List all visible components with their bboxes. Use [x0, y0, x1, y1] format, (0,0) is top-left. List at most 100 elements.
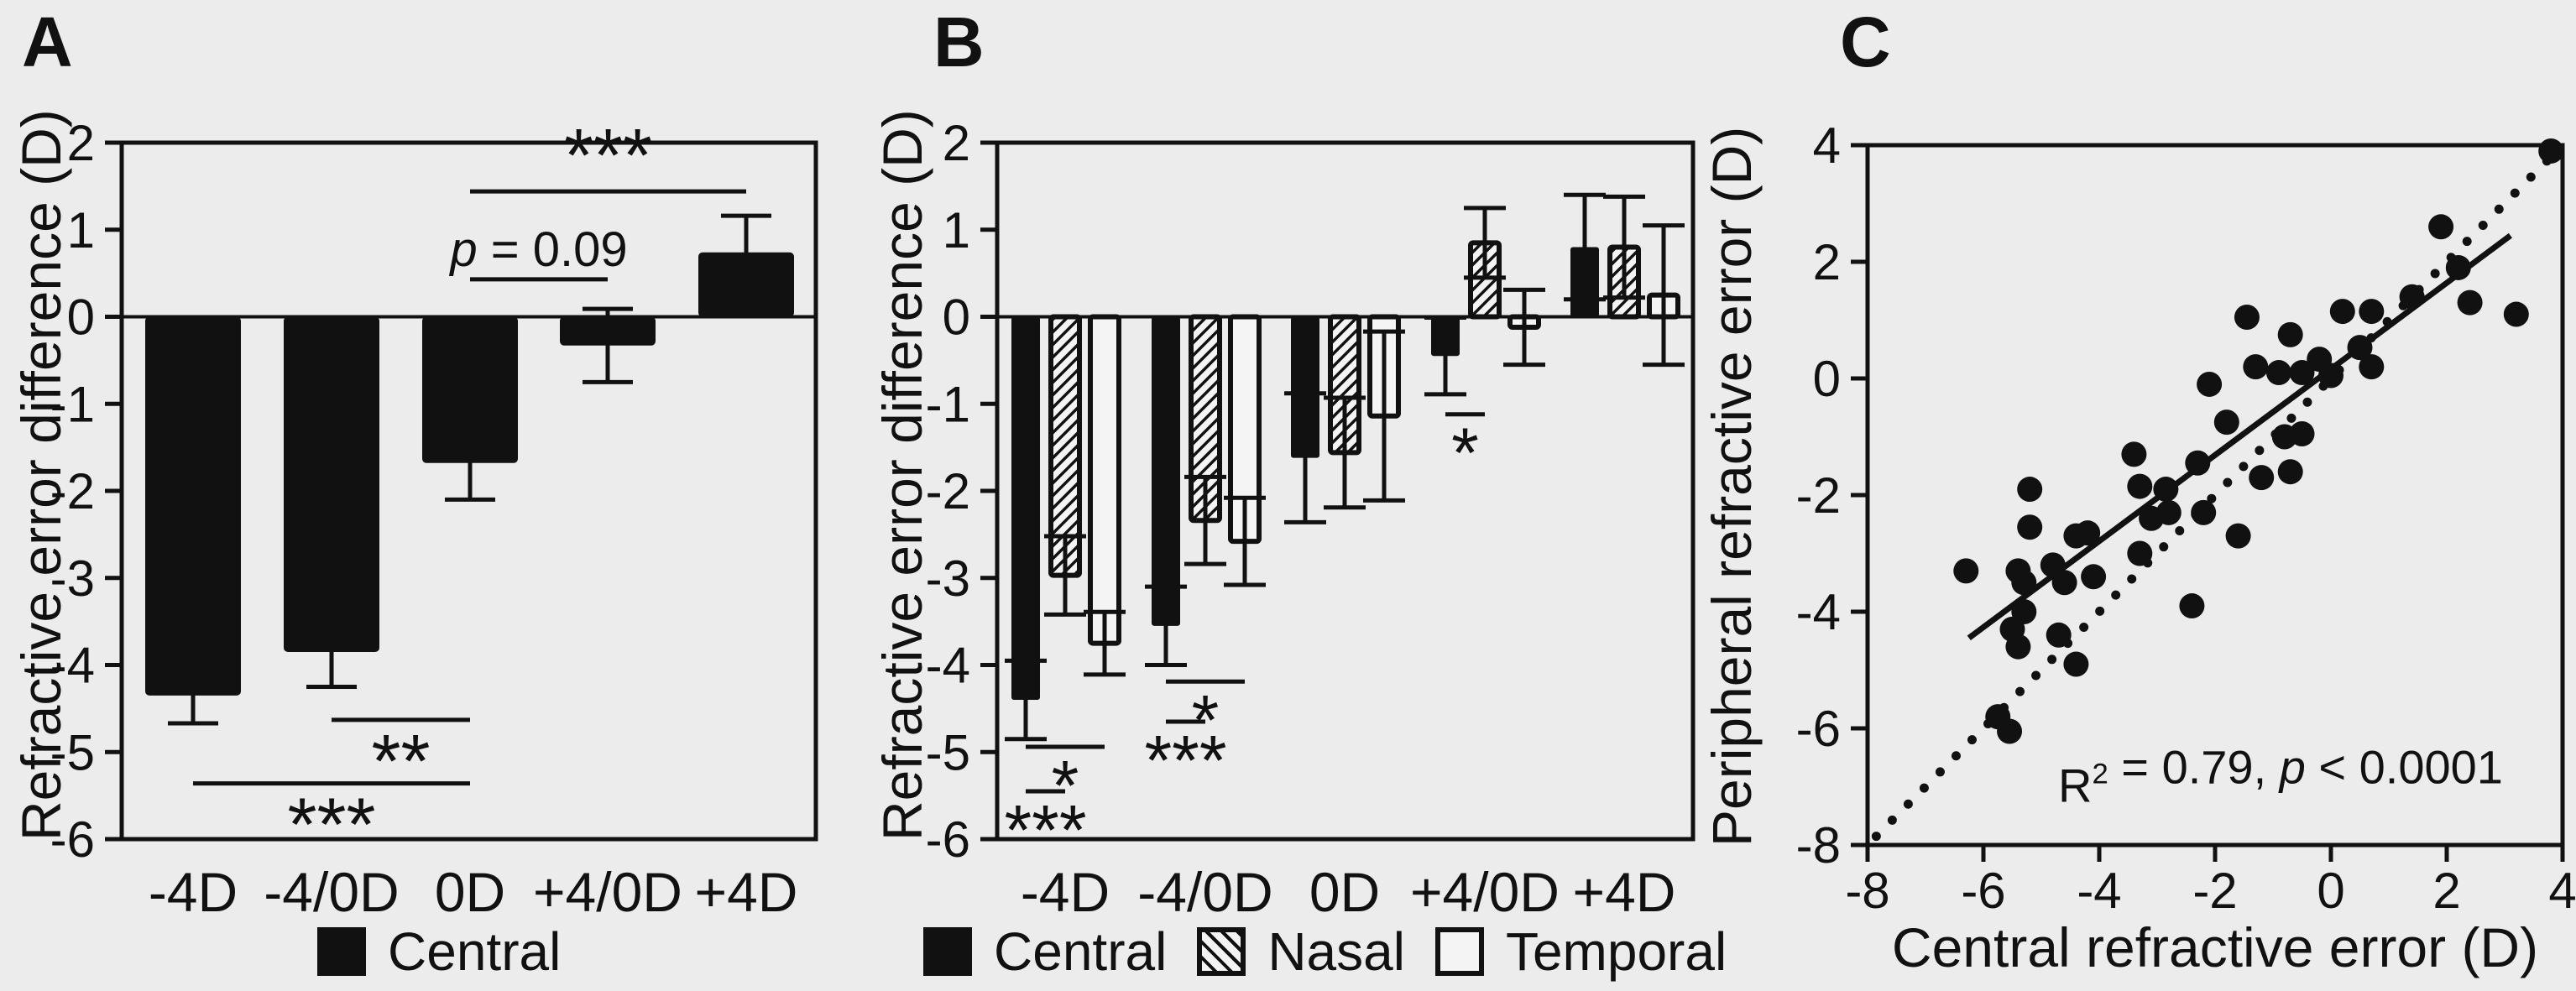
legend-swatch-nasal [1197, 927, 1246, 976]
legend-label-central: Central [994, 921, 1168, 982]
panel-a-y-tick-label: 0 [67, 289, 95, 346]
panel-c-x-tick-label: -2 [2192, 863, 2237, 919]
panel-c-data-point [2081, 564, 2107, 590]
panel-c-data-point [2185, 450, 2211, 476]
panel-c-data-point [1997, 718, 2023, 744]
panel-c-data-point [2005, 634, 2031, 660]
panel-a-y-tick-label: -6 [50, 811, 95, 868]
panel-c-data-point [2399, 284, 2425, 310]
panel-c-data-point [2277, 459, 2303, 485]
panel-c-y-tick-label: 4 [1813, 117, 1841, 174]
panel-a-y-axis-title: Refractive error difference (D) [10, 109, 72, 841]
panel-b-sig-3-label: *** [1144, 721, 1226, 800]
panel-b-y-tick-label: -1 [926, 376, 970, 432]
bar-Central--4/0D [1152, 316, 1180, 626]
panel-a-x-category-label: +4/0D [533, 861, 682, 923]
panel-a-y-tick-label: -3 [50, 550, 95, 607]
panel-c-y-tick-label: -4 [1796, 584, 1841, 640]
panel-b-letter: B [933, 3, 985, 81]
panel-c-data-point [2017, 514, 2043, 540]
panel-a-y-tick-label: -2 [50, 463, 95, 519]
legend-label-central: Central [388, 921, 562, 982]
panel-a-y-tick-label: -4 [50, 638, 95, 694]
panel-c-x-tick-label: 2 [2432, 863, 2460, 919]
panel-c-data-point [2191, 499, 2217, 525]
panel-a-sig-0-label: *** [564, 114, 652, 198]
panel-a-sig-3-label: *** [287, 784, 375, 868]
legend-label-temporal: Temporal [1505, 921, 1727, 982]
panel-a-sig-1-label: p = 0.09 [448, 222, 627, 277]
panel-b-x-category-label: 0D [1309, 861, 1380, 923]
panel-a-letter: A [22, 3, 73, 81]
panel-b-y-tick-label: -4 [926, 638, 970, 694]
panel-c-identity-line [1871, 143, 2565, 842]
panel-c-data-point [2046, 622, 2072, 648]
panel-c-regression-line [1967, 232, 2512, 641]
panel-a-y-tick-label: -1 [50, 376, 95, 432]
panel-b-y-tick-label: 1 [943, 202, 970, 258]
panel-c-data-point [2051, 570, 2077, 596]
panel-c-data-point [2359, 354, 2385, 380]
panel-c-data-point [2503, 301, 2529, 327]
panel-a-y-tick-label: -5 [50, 724, 95, 780]
panel-c-data-point [1953, 558, 1979, 584]
panel-c-data-point [2225, 523, 2251, 549]
panel-a-sig-2-label: ** [371, 720, 430, 804]
panel-c-data-point [2359, 299, 2385, 325]
panel-b-y-tick-label: -2 [926, 463, 970, 519]
panel-c-data-point [2249, 465, 2275, 491]
panel-c-x-axis-title: Central refractive error (D) [1891, 916, 2539, 978]
legend-label-nasal: Nasal [1267, 921, 1405, 982]
panel-a-y-tick-label: 1 [67, 202, 95, 258]
panel-c-x-tick-label: 0 [2317, 863, 2344, 919]
panel-c-data-point [2179, 593, 2205, 619]
bar--4D [145, 316, 241, 696]
panel-c-y-tick-label: -2 [1796, 467, 1841, 524]
panel-c-y-tick-label: 2 [1813, 234, 1841, 290]
panel-c-data-point [2121, 441, 2147, 467]
panel-c-y-tick-label: -6 [1796, 701, 1841, 757]
panel-c-data-point [2289, 360, 2315, 386]
panel-c-x-tick-label: 4 [2548, 863, 2576, 919]
panel-a-x-category-label: -4/0D [264, 861, 399, 923]
panel-a-x-category-label: 0D [435, 861, 505, 923]
panel-c-data-point [2011, 570, 2037, 596]
bar-Temporal--4D [1088, 314, 1121, 646]
panel-c-data-point [2347, 335, 2373, 361]
panel-c-data-point [2538, 138, 2564, 164]
panel-c-x-tick-label: -8 [1845, 863, 1889, 919]
panel-c-y-tick-label: 0 [1813, 351, 1841, 407]
legend-swatch-central [317, 927, 366, 976]
panel-c-data-point [2277, 321, 2303, 347]
panel-b-x-category-label: -4/0D [1137, 861, 1272, 923]
panel-b-y-tick-label: -6 [926, 811, 970, 868]
panel-a-legend: Central [317, 925, 561, 978]
panel-c-data-point [2289, 421, 2315, 447]
legend-swatch-central [923, 927, 972, 976]
panel-b-legend: Central Nasal Temporal [923, 925, 1727, 978]
legend-item-temporal: Temporal [1434, 921, 1727, 982]
panel-b-y-tick-label: 2 [943, 115, 970, 171]
panel-a-chart: 210-1-2-3-4-5-6***p = 0.09*****-4D -4/0D 0… [50, 114, 818, 923]
panel-c-data-point [2153, 477, 2179, 503]
bar-Central-0D [1291, 316, 1319, 458]
panel-c-data-point [2265, 360, 2291, 386]
bar-Central--4D [1011, 316, 1040, 700]
panel-b-y-axis-title: Refractive error difference (D) [871, 109, 933, 841]
panel-c-data-point [2318, 362, 2343, 389]
panel-c-data-point [2127, 473, 2153, 499]
panel-b-sig-1-label: *** [1004, 790, 1086, 869]
panel-a-y-tick-label: 2 [67, 115, 95, 171]
panel-b-x-category-label: +4/0D [1410, 861, 1560, 923]
panel-a-x-category-label: +4D [695, 861, 798, 923]
panel-b-chart: 210-1-2-3-4-5-6*********-4D-4/0D0D+4/0D+… [926, 115, 1696, 923]
panel-c-data-point [2234, 305, 2260, 331]
panel-b-y-tick-label: -5 [926, 724, 970, 780]
panel-c-data-point [2329, 299, 2355, 325]
panel-c-data-point [2243, 354, 2269, 380]
panel-b-sig-0-label: * [1052, 746, 1079, 825]
panel-c-data-point [2445, 254, 2471, 280]
panel-c-data-point [2075, 520, 2101, 546]
